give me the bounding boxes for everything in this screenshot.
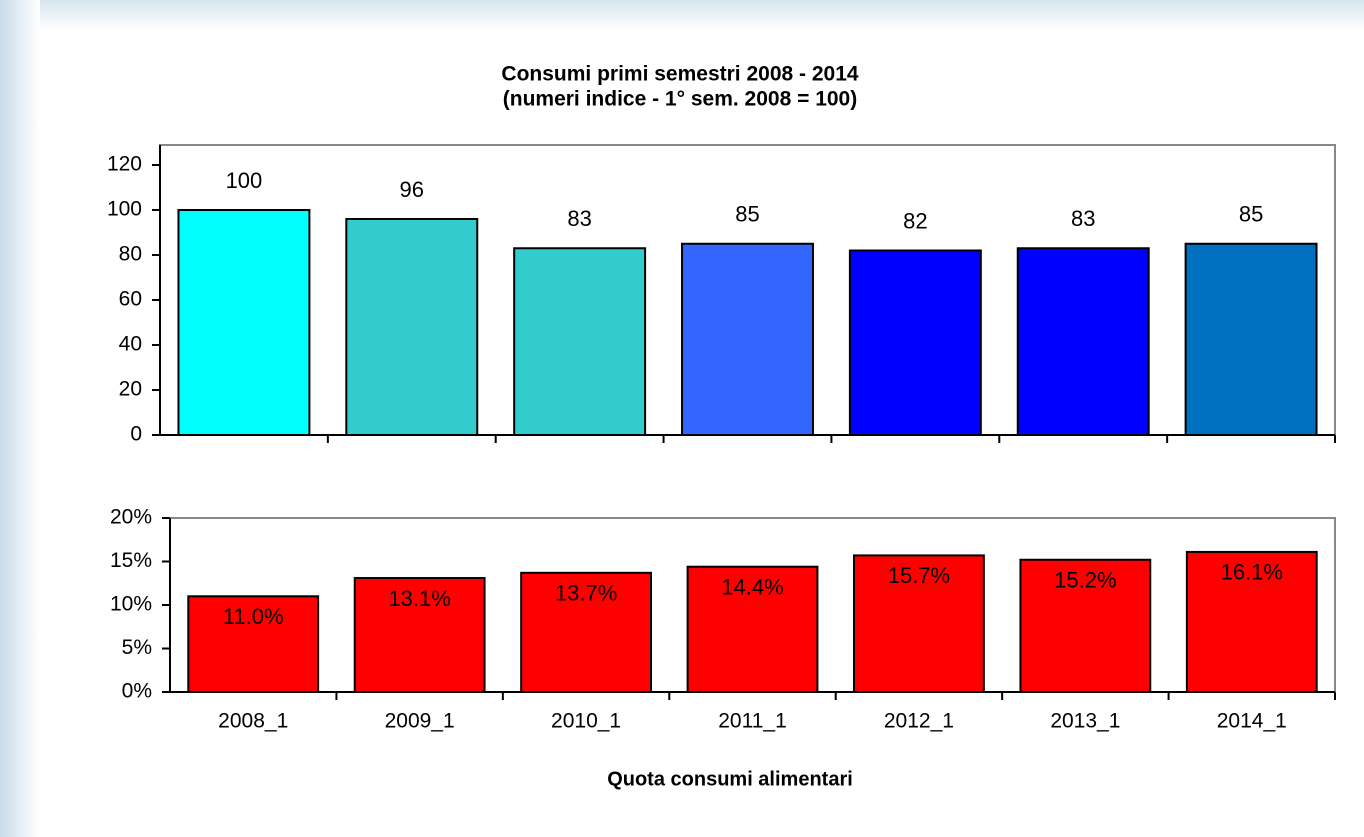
value-label: 11.0%	[223, 604, 284, 629]
value-label: 85	[1239, 202, 1263, 227]
value-label: 83	[567, 206, 591, 231]
x-tick-label: 2011_1	[718, 710, 787, 733]
background-top	[0, 0, 1364, 30]
bar	[353, 577, 486, 694]
y-tick-label: 10%	[110, 593, 152, 616]
value-label: 15.7%	[888, 563, 950, 588]
x-tick-label: 2014_1	[1217, 710, 1287, 733]
y-tick-label: 5%	[122, 636, 152, 659]
bar	[513, 247, 647, 436]
value-label: 14.4%	[721, 575, 783, 600]
x-tick-label: 2010_1	[551, 710, 621, 733]
value-label: 16.1%	[1221, 560, 1283, 585]
value-label: 13.7%	[555, 581, 617, 606]
y-tick-label: 80	[119, 243, 142, 266]
bar	[853, 554, 985, 693]
y-tick-label: 0	[130, 423, 142, 446]
bar	[1019, 558, 1152, 694]
value-label: 100	[226, 168, 263, 193]
chart-title: Consumi primi semestri 2008 - 2014	[501, 63, 858, 86]
y-tick-label: 60	[119, 288, 142, 311]
bar	[520, 571, 652, 693]
bar	[177, 209, 311, 436]
y-tick-label: 120	[107, 153, 142, 176]
bar	[187, 595, 320, 693]
bar	[1184, 242, 1318, 436]
y-tick-label: 40	[119, 333, 142, 356]
value-label: 13.1%	[388, 586, 450, 611]
y-tick-label: 0%	[122, 680, 152, 703]
x-tick-label: 2013_1	[1050, 710, 1120, 733]
y-tick-label: 20	[119, 378, 142, 401]
bar	[1185, 550, 1318, 693]
value-label: 82	[903, 208, 927, 233]
value-label: 96	[400, 177, 424, 202]
value-label: 83	[1071, 206, 1095, 231]
x-axis-title: Quota consumi alimentari	[607, 768, 853, 790]
value-label: 15.2%	[1054, 568, 1116, 593]
y-tick-label: 100	[107, 198, 142, 221]
bar	[686, 565, 819, 693]
bar	[681, 242, 814, 436]
x-tick-label: 2009_1	[385, 710, 455, 733]
x-tick-label: 2012_1	[884, 710, 954, 733]
chart-subtitle: (numeri indice - 1° sem. 2008 = 100)	[503, 88, 857, 111]
background-left	[0, 0, 40, 837]
y-tick-label: 20%	[110, 506, 152, 529]
y-tick-label: 15%	[110, 549, 152, 572]
bar	[1016, 247, 1150, 436]
bar	[345, 218, 479, 436]
x-tick-label: 2008_1	[218, 710, 288, 733]
bar	[848, 249, 982, 436]
value-label: 85	[735, 202, 759, 227]
